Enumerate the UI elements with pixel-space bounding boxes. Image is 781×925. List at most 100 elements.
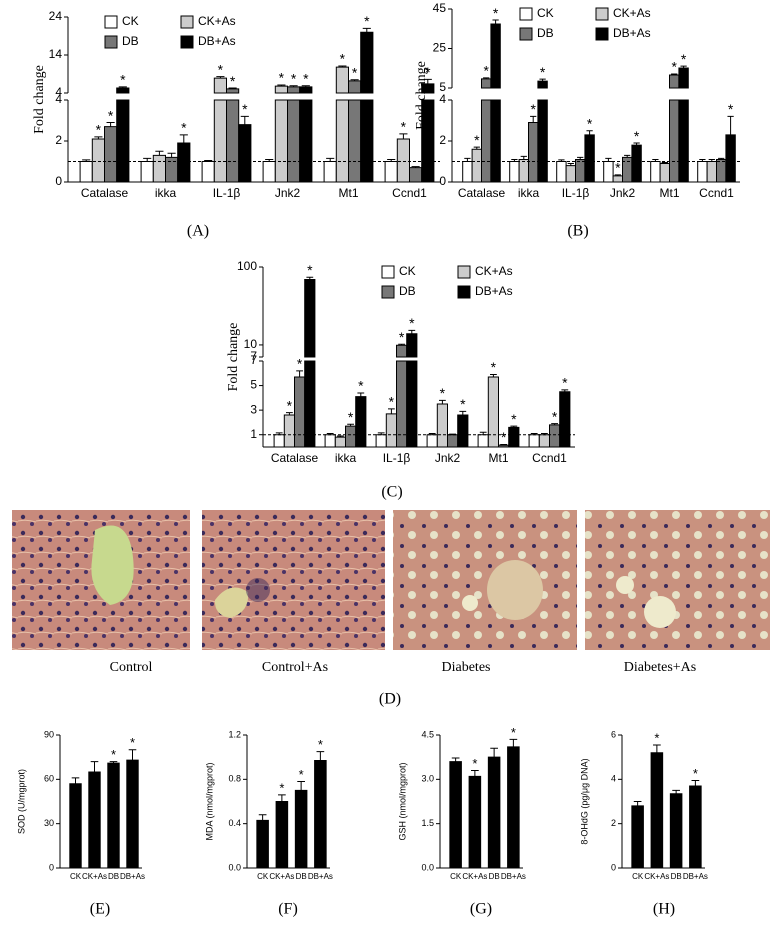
x-tick-label: IL-1β	[562, 186, 590, 200]
legend-swatch	[595, 7, 609, 21]
significance-star: *	[181, 120, 187, 136]
error-bar	[155, 150, 164, 156]
histology-images	[12, 510, 770, 650]
significance-star: *	[287, 397, 293, 413]
error-bar	[671, 73, 678, 75]
legend-label: CK	[399, 264, 416, 278]
bar	[345, 425, 357, 448]
bar	[468, 775, 482, 869]
bar	[294, 789, 308, 869]
significance-star: *	[130, 735, 135, 750]
bar	[226, 88, 240, 183]
error-bar	[377, 432, 385, 435]
bar	[537, 80, 548, 183]
significance-star: *	[693, 766, 698, 781]
significance-star: *	[460, 396, 466, 412]
bar	[631, 144, 642, 183]
y-tick-label: 0.8	[228, 774, 241, 784]
error-bar	[71, 777, 80, 784]
bar	[436, 403, 448, 448]
bar	[659, 163, 670, 183]
y-tick-label: 2	[55, 133, 62, 147]
bar	[697, 161, 708, 183]
significance-star: *	[615, 160, 621, 176]
y-tick-label: 25	[433, 41, 447, 55]
x-tick-label: DB	[489, 872, 500, 881]
significance-star: *	[230, 73, 236, 89]
y-tick-label: 6	[611, 729, 616, 739]
y-tick-label: 30	[44, 818, 54, 828]
panel-label: (E)	[90, 901, 110, 918]
error-bar	[277, 84, 286, 87]
x-tick-label: Mt1	[488, 451, 508, 465]
y-tick-label: 1	[250, 427, 257, 441]
y-tick-label: 5	[250, 378, 257, 392]
bar	[262, 161, 276, 183]
y-tick-label: 7	[250, 353, 257, 367]
x-tick-label: Catalase	[81, 186, 129, 200]
bar	[91, 138, 105, 183]
significance-star: *	[318, 737, 323, 752]
error-bar	[451, 757, 460, 762]
y-tick-label: 0	[49, 862, 54, 872]
significance-star: *	[348, 409, 354, 425]
bar	[603, 161, 614, 183]
y-tick-label: 4.5	[421, 729, 434, 739]
error-bar	[473, 146, 480, 150]
x-tick-label: CK+As	[269, 872, 294, 881]
bar	[384, 161, 398, 183]
significance-star: *	[401, 119, 407, 135]
x-tick-label: DB	[108, 872, 119, 881]
significance-star: *	[352, 64, 358, 80]
legend-swatch	[104, 15, 118, 29]
y-tick-label: 0.4	[228, 818, 241, 828]
x-tick-label: Jnk2	[610, 186, 636, 200]
error-bar	[509, 738, 518, 747]
y-tick-label: 0.0	[228, 862, 241, 872]
panel-label: (G)	[470, 901, 492, 918]
error-bar	[586, 130, 593, 135]
error-bar	[106, 122, 115, 127]
legend-swatch	[519, 27, 533, 41]
significance-star: *	[654, 730, 659, 745]
bar	[650, 161, 661, 183]
error-bar	[350, 79, 359, 81]
significance-star: *	[493, 5, 499, 21]
y-tick-label: 60	[44, 774, 54, 784]
error-bar	[727, 115, 734, 135]
bar	[396, 138, 410, 183]
bar	[299, 86, 313, 183]
bar	[447, 434, 459, 448]
error-bar	[500, 444, 507, 446]
significance-star: *	[501, 429, 507, 445]
legend-swatch	[381, 285, 395, 299]
significance-star: *	[120, 72, 126, 88]
y-tick-label: 90	[44, 729, 54, 739]
vein	[487, 560, 543, 620]
bar	[213, 77, 227, 183]
error-bar	[490, 747, 498, 758]
bar	[355, 396, 367, 448]
error-bar	[128, 749, 137, 761]
y-tick-label: 3.0	[421, 774, 434, 784]
bar	[275, 801, 289, 869]
bar	[507, 746, 520, 869]
y-tick-label: 1.2	[228, 729, 241, 739]
error-bar	[624, 154, 631, 158]
bar	[360, 31, 374, 183]
significance-star: *	[96, 122, 102, 138]
legend-swatch	[595, 27, 609, 41]
x-tick-label: CK+As	[82, 872, 107, 881]
bar	[689, 785, 702, 869]
error-bar	[520, 155, 527, 160]
significance-star: *	[218, 61, 224, 77]
y-axis-label: GSH (nmol/mgprot)	[397, 762, 407, 840]
bar	[509, 161, 520, 183]
significance-star: *	[474, 132, 480, 148]
bar	[116, 87, 130, 183]
error-bar	[490, 374, 497, 377]
significance-star: *	[340, 51, 346, 67]
error-bar	[492, 19, 499, 25]
